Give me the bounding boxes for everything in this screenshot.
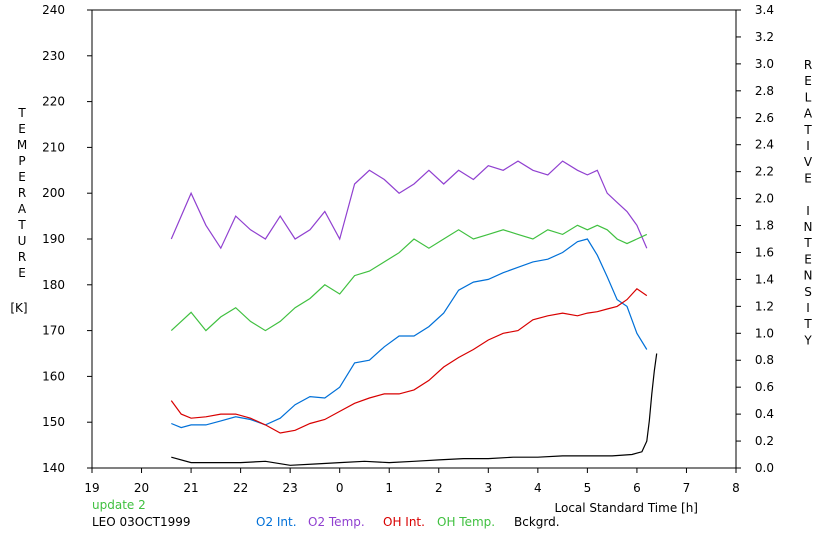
y-right-tick-label: 0.8 [755, 353, 774, 367]
x-tick-label: 6 [633, 481, 641, 495]
y-right-tick-label: 3.2 [755, 30, 774, 44]
legend-entry: OH Temp. [437, 515, 495, 529]
x-tick-label: 20 [134, 481, 149, 495]
y-left-tick-label: 160 [42, 369, 65, 383]
y-left-label-letter: E [18, 122, 26, 136]
y-right-label-letter: I [806, 204, 810, 218]
x-tick-label: 23 [283, 481, 298, 495]
y-right-tick-label: 2.2 [755, 165, 774, 179]
update-label: update 2 [92, 498, 146, 512]
y-left-label-letter: A [18, 202, 27, 216]
y-right-tick-label: 1.0 [755, 326, 774, 340]
y-right-tick-label: 1.2 [755, 299, 774, 313]
series-line-bckgrd [171, 353, 658, 466]
x-axis-label: Local Standard Time [h] [555, 501, 698, 515]
y-left-tick-label: 190 [42, 232, 65, 246]
x-tick-label: 7 [683, 481, 691, 495]
y-right-label-letter: T [803, 317, 812, 331]
y-left-label-letter: P [18, 154, 25, 168]
y-right-label-letter: T [803, 123, 812, 137]
y-right-label-letter: A [804, 107, 813, 121]
x-tick-label: 3 [484, 481, 492, 495]
y-right-tick-label: 3.4 [755, 3, 774, 17]
x-tick-label: 0 [336, 481, 344, 495]
y-left-label-letter: T [17, 106, 26, 120]
y-right-tick-label: 0.0 [755, 461, 774, 475]
y-right-label-letter: N [804, 220, 813, 234]
y-right-label-letter: R [804, 58, 812, 72]
y-left-label-letter: E [18, 266, 26, 280]
y-left-axis-ticks: 140 150 160 170 180 190 200 210 220 230 240 [42, 3, 92, 475]
y-left-tick-label: 200 [42, 186, 65, 200]
y-left-unit: [K] [10, 301, 27, 315]
y-right-tick-label: 1.6 [755, 245, 774, 259]
y-right-tick-label: 1.4 [755, 272, 774, 286]
y-left-label-letter: U [18, 234, 27, 248]
y-left-tick-label: 230 [42, 49, 65, 63]
y-right-tick-label: 0.6 [755, 380, 774, 394]
y-right-tick-label: 2.8 [755, 84, 774, 98]
y-left-label-letter: M [17, 138, 27, 152]
y-right-axis-ticks: 0.0 0.2 0.4 0.6 0.8 1.0 1.2 1.4 1.6 1.8 2.0 2.2 2.4 2… [736, 3, 774, 475]
y-right-tick-label: 2.6 [755, 111, 774, 125]
x-tick-label: 19 [84, 481, 99, 495]
y-right-label-letter: Y [803, 333, 812, 347]
y-right-label-letter: L [805, 90, 812, 104]
y-left-label-letter: E [18, 170, 26, 184]
y-left-tick-label: 170 [42, 324, 65, 338]
legend-entry: O2 Int. [256, 515, 297, 529]
x-tick-label: 22 [233, 481, 248, 495]
series-line-oh-int [170, 288, 648, 434]
y-right-tick-label: 0.2 [755, 434, 774, 448]
y-left-label-letter: R [18, 250, 26, 264]
legend-entry: OH Int. [383, 515, 425, 529]
x-axis-ticks: 19 20 21 22 23 0 1 2 3 4 5 6 7 8 [84, 468, 740, 495]
legend-entry: Bckgrd. [514, 515, 560, 529]
y-right-label-letter: I [806, 301, 810, 315]
x-tick-label: 1 [385, 481, 393, 495]
y-right-label-letter: E [804, 171, 812, 185]
y-right-label-letter: E [804, 252, 812, 266]
legend-entry: O2 Temp. [308, 515, 365, 529]
y-right-label-letter: N [804, 269, 813, 283]
x-tick-label: 8 [732, 481, 740, 495]
y-right-tick-label: 2.4 [755, 138, 774, 152]
y-right-label-letter: S [804, 285, 812, 299]
y-left-tick-label: 150 [42, 415, 65, 429]
series-line-o2-temp [170, 160, 648, 250]
y-left-tick-label: 140 [42, 461, 65, 475]
x-tick-label: 21 [183, 481, 198, 495]
y-right-label-letter: E [804, 74, 812, 88]
legend: O2 Int. O2 Temp. OH Int. OH Temp. Bckgrd. [256, 515, 560, 529]
y-right-tick-label: 2.0 [755, 192, 774, 206]
x-tick-label: 2 [435, 481, 443, 495]
y-left-tick-label: 180 [42, 278, 65, 292]
series-line-oh-temp [170, 224, 648, 332]
series-lines [170, 160, 658, 466]
x-tick-label: 5 [584, 481, 592, 495]
y-left-label-letter: T [17, 218, 26, 232]
site-date-label: LEO 03OCT1999 [92, 515, 191, 529]
y-right-label-letter: I [806, 139, 810, 153]
y-left-tick-label: 240 [42, 3, 65, 17]
x-tick-label: 4 [534, 481, 542, 495]
y-left-label-letter: R [18, 186, 26, 200]
y-right-label-letter: T [803, 236, 812, 250]
series-line-o2-int [171, 238, 648, 429]
y-right-tick-label: 0.4 [755, 407, 774, 421]
y-right-tick-label: 3.0 [755, 57, 774, 71]
y-right-tick-label: 1.8 [755, 219, 774, 233]
y-left-tick-label: 210 [42, 140, 65, 154]
y-right-label-letter: V [804, 155, 813, 169]
y-left-tick-label: 220 [42, 95, 65, 109]
